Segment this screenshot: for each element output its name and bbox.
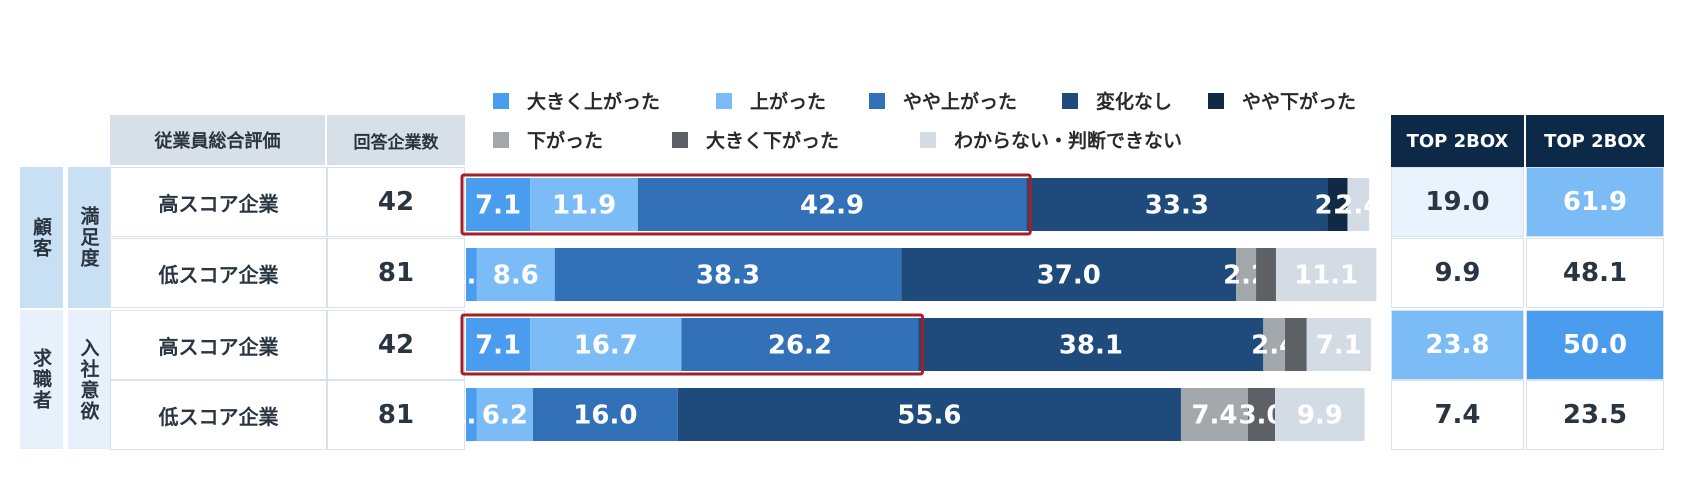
legend-label: 上がった (750, 91, 827, 113)
bar-label: 37.0 (1037, 261, 1101, 291)
bar-segment (1347, 178, 1370, 231)
group-outer-customer: 顧客 (20, 167, 63, 308)
bar-segment (1275, 388, 1365, 441)
legend-item: やや下がった (1208, 87, 1356, 114)
bar-label: 8.6 (493, 261, 539, 291)
group-outer-jobseeker: 求職者 (20, 310, 63, 449)
legend-swatch (1062, 92, 1078, 109)
legend-label: わからない・判断できない (954, 130, 1183, 152)
bar-segment (1236, 248, 1257, 301)
bar-segment (530, 318, 682, 371)
legend-item: 下がった (493, 126, 603, 153)
bar-label: 7.1 (475, 191, 521, 221)
legend-item: やや上がった (869, 87, 1017, 114)
bar-label: 55.6 (897, 401, 961, 431)
bar-segment (530, 178, 638, 231)
bar-label: 33.3 (1145, 191, 1209, 221)
bar-label: 7.1 (475, 331, 521, 361)
top2box-value-2: 50.0 (1526, 310, 1664, 380)
bar-segment (901, 248, 1237, 301)
bar-segment (1256, 248, 1276, 301)
bar-segment (466, 178, 531, 231)
bar-segment (1263, 318, 1286, 371)
bar-segment (677, 388, 1181, 441)
bar-segment (918, 318, 1264, 371)
legend-label: 変化なし (1096, 91, 1173, 113)
row-count: 42 (327, 167, 465, 237)
row-label: 低スコア企業 (110, 238, 327, 308)
top2box-value-2: 23.5 (1526, 380, 1664, 450)
bar-segment (476, 248, 555, 301)
top2box-value-1: 9.9 (1391, 238, 1524, 308)
legend-label: 大きく下がった (706, 130, 840, 152)
top2box-header-2: TOP 2BOX (1526, 115, 1664, 167)
legend-item: 大きく上がった (493, 87, 660, 114)
top2box-value-2: 48.1 (1526, 238, 1664, 308)
row-label: 高スコア企業 (110, 167, 327, 237)
bar-label: 38.3 (696, 261, 760, 291)
legend-item: わからない・判断できない (920, 126, 1182, 153)
legend-swatch (493, 131, 509, 148)
bar-segment (1180, 388, 1248, 441)
bar-segment (476, 388, 533, 441)
bar-label: 7.4 (1191, 401, 1237, 431)
top2box-value-2: 61.9 (1526, 167, 1664, 237)
bar-label: 9.9 (1297, 401, 1343, 431)
bar-segment (1327, 178, 1348, 231)
legend-label: 下がった (527, 130, 604, 152)
bar-label: 7.1 (1316, 331, 1362, 361)
legend-item: 上がった (716, 87, 826, 114)
row-label: 低スコア企業 (110, 380, 327, 450)
legend-swatch (716, 92, 732, 109)
legend-swatch (1208, 92, 1224, 109)
bar-label: 26.2 (768, 331, 832, 361)
bar-label: 38.1 (1059, 331, 1123, 361)
legend-label: やや上がった (903, 91, 1018, 113)
bar-segment (1285, 318, 1307, 371)
bar-segment (637, 178, 1027, 231)
row-count: 81 (327, 238, 465, 308)
bar-segment (1275, 248, 1377, 301)
legend-swatch (920, 131, 936, 148)
bar-segment (532, 388, 678, 441)
top2box-value-1: 19.0 (1391, 167, 1524, 237)
bar-label: 11.9 (552, 191, 616, 221)
bar-segment (1306, 318, 1371, 371)
bar-segment (466, 388, 477, 441)
group-inner-motivation: 入社意欲 (68, 310, 110, 449)
bar-segment (554, 248, 902, 301)
row-label: 高スコア企業 (110, 310, 327, 380)
group-inner-satisfaction: 満足度 (68, 167, 110, 308)
eval-header: 従業員総合評価 (110, 115, 325, 165)
top2box-value-1: 7.4 (1391, 380, 1524, 450)
bar-label: 42.9 (800, 191, 864, 221)
bar-label: 11.1 (1294, 261, 1358, 291)
top2box-header-1: TOP 2BOX (1391, 115, 1524, 167)
legend-item: 変化なし (1062, 87, 1172, 114)
bar-segment (1247, 388, 1276, 441)
bar-label: 2.4 (1335, 191, 1381, 221)
bar-label: 16.0 (573, 401, 637, 431)
highlight-box (460, 313, 924, 376)
highlight-box (460, 173, 1032, 236)
legend-label: やや下がった (1242, 91, 1357, 113)
legend-label: 大きく上がった (527, 91, 661, 113)
row-count: 42 (327, 310, 465, 380)
legend-swatch (493, 92, 509, 109)
bar-label: 6.2 (482, 401, 528, 431)
bar-segment (1026, 178, 1328, 231)
bar-segment (681, 318, 919, 371)
count-header: 回答企業数 (327, 115, 465, 165)
row-count: 81 (327, 380, 465, 450)
bar-label: 16.7 (574, 331, 638, 361)
legend-swatch (869, 92, 885, 109)
legend-swatch (672, 131, 688, 148)
top2box-value-1: 23.8 (1391, 310, 1524, 380)
legend-item: 大きく下がった (672, 126, 839, 153)
bar-segment (466, 248, 477, 301)
bar-segment (466, 318, 531, 371)
